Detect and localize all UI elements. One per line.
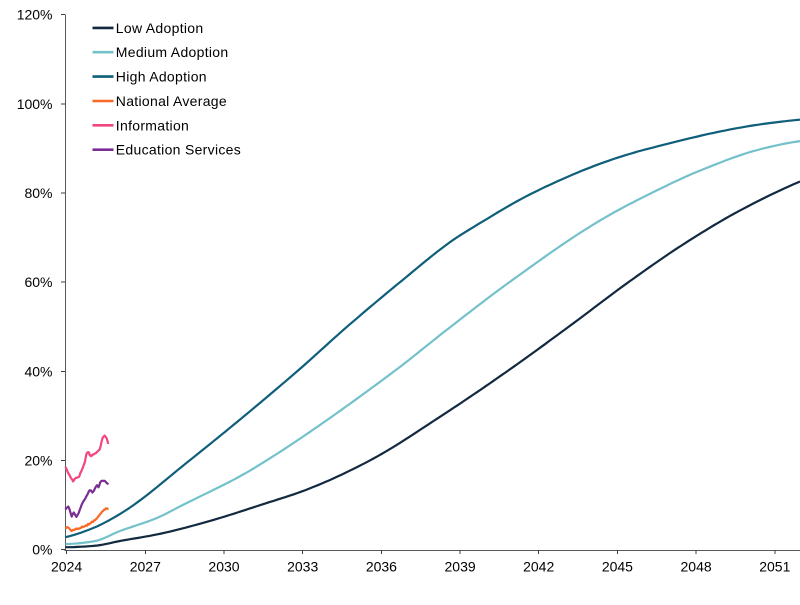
- svg-text:80%: 80%: [24, 185, 52, 201]
- svg-text:Low Adoption: Low Adoption: [116, 20, 204, 36]
- svg-text:2045: 2045: [602, 559, 633, 575]
- svg-text:2027: 2027: [130, 559, 161, 575]
- svg-text:60%: 60%: [24, 274, 52, 290]
- svg-text:Medium Adoption: Medium Adoption: [116, 44, 229, 60]
- svg-text:2042: 2042: [523, 559, 554, 575]
- svg-text:2033: 2033: [287, 559, 318, 575]
- svg-text:40%: 40%: [24, 363, 52, 379]
- svg-text:2030: 2030: [208, 559, 239, 575]
- svg-text:2048: 2048: [681, 559, 712, 575]
- svg-text:2051: 2051: [759, 559, 790, 575]
- svg-text:2039: 2039: [445, 559, 476, 575]
- svg-text:High Adoption: High Adoption: [116, 69, 207, 85]
- svg-text:100%: 100%: [17, 96, 53, 112]
- svg-text:2024: 2024: [51, 559, 82, 575]
- svg-text:National Average: National Average: [116, 93, 227, 109]
- svg-text:120%: 120%: [17, 7, 53, 23]
- svg-text:Information: Information: [116, 117, 189, 133]
- svg-text:2036: 2036: [366, 559, 397, 575]
- svg-text:20%: 20%: [24, 453, 52, 469]
- svg-text:0%: 0%: [32, 542, 52, 558]
- svg-text:Education Services: Education Services: [116, 142, 241, 158]
